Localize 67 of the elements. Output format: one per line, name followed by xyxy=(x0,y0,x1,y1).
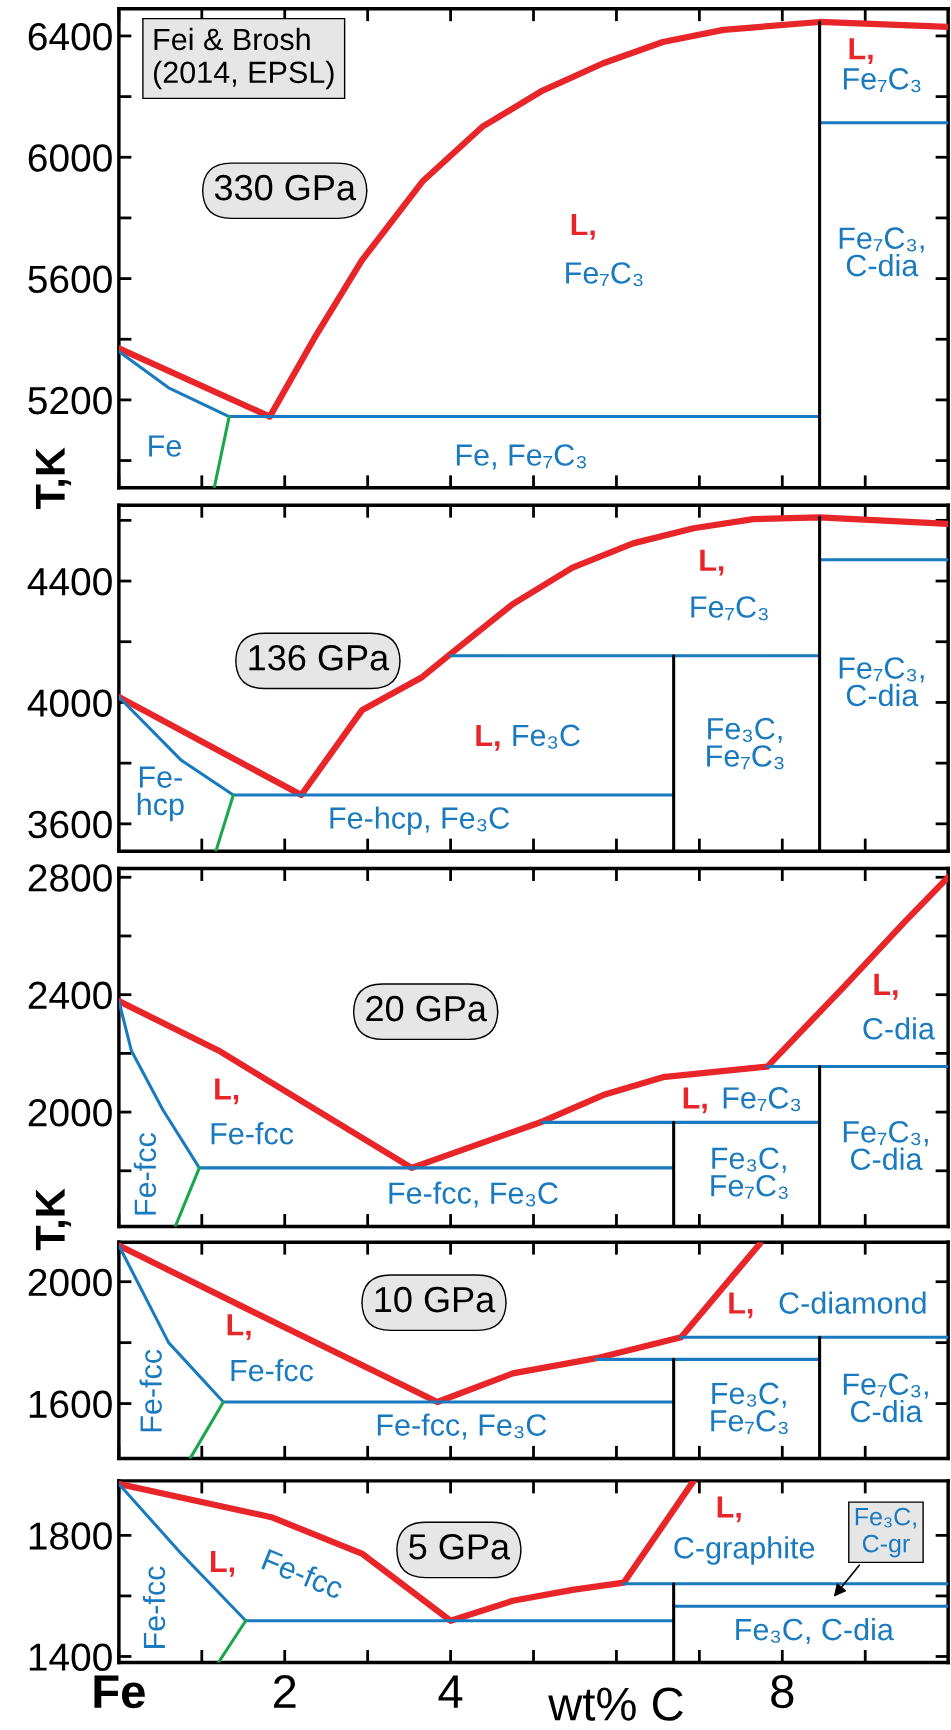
annotation: Fe-fcc, Fe₃C xyxy=(377,1413,547,1440)
y-tick-label: 6400 xyxy=(28,22,112,51)
annotation: L, xyxy=(717,1496,741,1523)
annotation: Fe- hcp xyxy=(137,766,184,822)
annotation: Fe-fcc xyxy=(261,1548,346,1600)
y-tick-label: 1800 xyxy=(29,1522,112,1550)
text: 10 GPa xyxy=(375,1286,496,1313)
y-tick-label: 6000 xyxy=(28,144,112,172)
annotation: Fe₃C, Fe₇C₃ xyxy=(707,717,784,770)
x-tick-label: Fe xyxy=(94,1675,145,1709)
x-axis-title: wt% C xyxy=(548,1687,683,1721)
annotation: C-diamond xyxy=(779,1291,926,1314)
annotation: Fei & Brosh (2014, EPSL) xyxy=(153,27,334,90)
y-tick-label: 2400 xyxy=(28,981,112,1010)
annotation: C-dia xyxy=(863,1017,935,1040)
annotation: Fe₇C₃, C-dia xyxy=(839,227,924,277)
annotation: L, xyxy=(683,1087,707,1114)
x-tick-label: 2 xyxy=(273,1674,296,1708)
annotation: L, xyxy=(227,1314,251,1340)
annotation: L, xyxy=(874,973,898,1000)
annotation: Fe-hcp, Fe₃C xyxy=(330,806,510,835)
annotation: Fe-fcc xyxy=(231,1358,314,1382)
annotation: L, xyxy=(571,214,595,240)
y-tick-label: 1600 xyxy=(29,1390,112,1419)
annotation: Fe-fcc, Fe₃C xyxy=(389,1181,558,1208)
annotation: L, xyxy=(849,38,873,64)
annotation: Fe-fcc xyxy=(139,1349,162,1432)
y-tick-label: 4400 xyxy=(27,567,112,596)
annotation: Fe₇C₃, C-dia xyxy=(839,657,924,707)
annotation: Fe₇C₃, C-dia xyxy=(843,1373,928,1423)
annotation: Fe₃C xyxy=(513,724,580,749)
text: 330 GPa xyxy=(214,174,356,201)
annotation: Fe₇C₃, C-dia xyxy=(843,1121,928,1171)
annotation: Fe₃C, C-gr xyxy=(855,1507,916,1558)
annotation: Fe₃C, Fe₇C₃ xyxy=(711,1147,788,1200)
x-tick-label: 8 xyxy=(771,1674,794,1709)
annotation: Fe₃C, C-dia xyxy=(736,1617,894,1645)
annotation: Fe₇C₃ xyxy=(843,68,921,93)
y-tick-label: 4000 xyxy=(27,689,112,717)
annotation: C-graphite xyxy=(674,1536,815,1565)
annotation: L, xyxy=(476,724,500,751)
y-tick-label: 3600 xyxy=(28,810,112,839)
y-tick-label: 2000 xyxy=(28,1268,112,1297)
annotation: Fe-fcc xyxy=(211,1122,294,1145)
y-axis-title: T,K xyxy=(35,1188,72,1251)
annotation: L, xyxy=(700,549,724,576)
text: 136 GPa xyxy=(249,644,390,671)
annotation: L, xyxy=(215,1078,239,1105)
annotation: Fe-fcc xyxy=(142,1566,166,1648)
annotation: Fe₇C₃ xyxy=(723,1087,801,1112)
annotation: Fe, Fe₇C₃ xyxy=(456,444,586,470)
annotation: Fe xyxy=(149,435,181,457)
annotation: Fe-fcc xyxy=(133,1133,157,1215)
y-tick-label: 1400 xyxy=(29,1643,112,1671)
y-tick-label: 5600 xyxy=(28,265,112,294)
y-tick-label: 2800 xyxy=(28,864,112,892)
annotation: Fe₇C₃ xyxy=(691,596,768,621)
y-axis-title: T,K xyxy=(35,447,72,510)
text: 5 GPa xyxy=(409,1534,511,1560)
annotation: L, xyxy=(729,1292,753,1319)
y-tick-label: 2000 xyxy=(28,1099,112,1127)
text: 20 GPa xyxy=(366,995,487,1022)
annotation: Fe₃C, Fe₇C₃ xyxy=(711,1382,788,1435)
annotation: L, xyxy=(211,1550,235,1577)
x-tick-label: 4 xyxy=(438,1675,463,1708)
annotation: Fe₇C₃ xyxy=(566,262,643,287)
y-tick-label: 5200 xyxy=(28,386,112,415)
